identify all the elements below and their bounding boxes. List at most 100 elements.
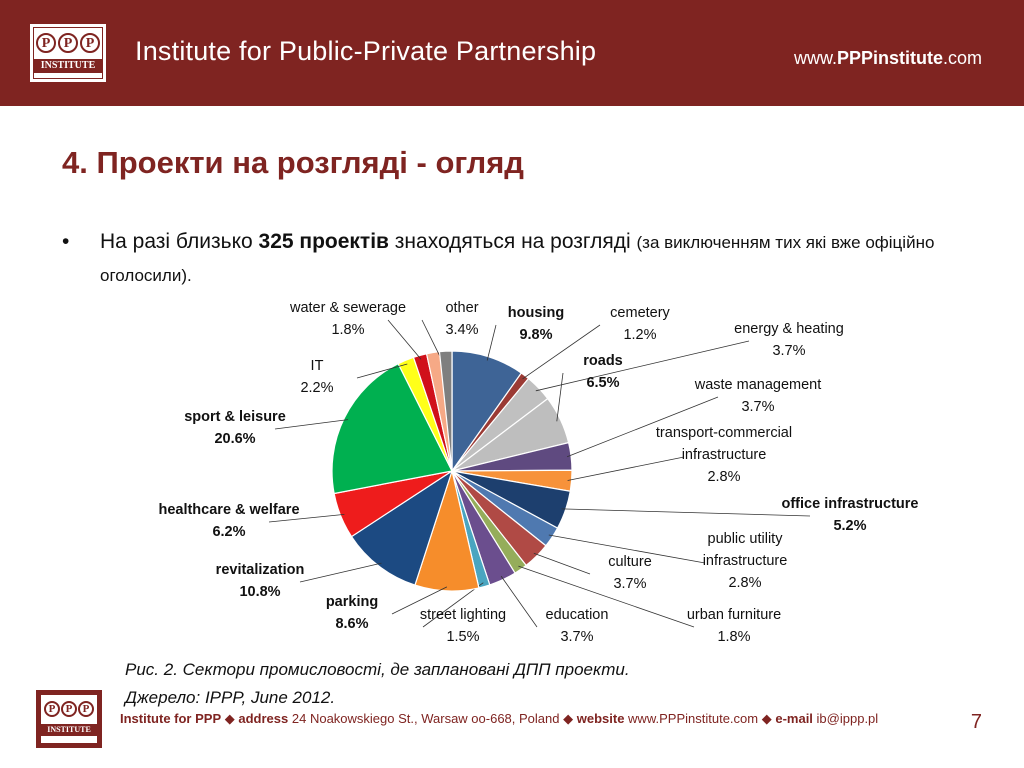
slice-label-cemetery: cemetery xyxy=(610,305,670,321)
leader-line-housing xyxy=(486,324,497,361)
footer-contact: Institute for PPP ◆ address 24 Noakowski… xyxy=(120,711,878,727)
leader-line-transport-commercial-infrastructure xyxy=(567,456,685,481)
logo-word: INSTITUTE xyxy=(34,59,102,73)
footer-address: 24 Noakowskiego St., Warsaw oo-668, Pola… xyxy=(291,711,560,726)
slice-value-sport-leisure: 20.6% xyxy=(214,431,255,447)
bullet-bold: 325 проектів xyxy=(258,230,389,253)
slice-value-other: 3.4% xyxy=(445,322,478,338)
slice-value-energy-heating: 3.7% xyxy=(772,343,805,359)
leader-line-parking xyxy=(391,586,448,615)
leader-line-education xyxy=(500,575,538,628)
footer-email-label: e-mail xyxy=(775,711,813,726)
bullet-part2: знаходяться на розгляді xyxy=(388,230,637,253)
pie-slice-revitalization xyxy=(350,469,454,586)
leader-line-other xyxy=(421,319,440,356)
leader-line-healthcare-welfare xyxy=(268,514,345,523)
bullet-part1: На разі близько xyxy=(100,230,259,253)
header-bar: P P P INSTITUTE Institute for Public-Pri… xyxy=(0,0,1024,106)
slice-value-transport-commercial-infrastructure: 2.8% xyxy=(707,469,740,485)
leader-line-roads xyxy=(556,372,564,422)
leader-line-cemetery xyxy=(522,324,601,380)
slice-label-energy-heating: energy & heating xyxy=(734,321,844,337)
slice-value-street-lighting: 1.5% xyxy=(446,629,479,645)
pie-slice-grey xyxy=(438,350,453,472)
slice-label-other: other xyxy=(445,300,478,316)
slice-label-parking: parking xyxy=(326,594,378,610)
slice-value-public-utility-infrastructure: 2.8% xyxy=(728,575,761,591)
leader-line-public-utility-infrastructure xyxy=(548,534,706,564)
slice-value-water-sewerage: 1.8% xyxy=(331,322,364,338)
slice-label-transport-commercial-infrastructure: infrastructure xyxy=(682,447,767,463)
leader-line-office-infrastructure xyxy=(561,508,811,517)
slice-value-education: 3.7% xyxy=(560,629,593,645)
footer-website-label: website xyxy=(576,711,625,726)
slice-label-roads: roads xyxy=(583,353,623,369)
caption-line-2: Джерело: IPPP, June 2012. xyxy=(125,688,336,707)
ppp-logo: P P P INSTITUTE xyxy=(30,24,106,82)
slice-value-urban-furniture: 1.8% xyxy=(717,629,750,645)
footer-separator: ◆ xyxy=(224,711,235,726)
slice-label-housing: housing xyxy=(508,305,564,321)
slice-value-office-infrastructure: 5.2% xyxy=(833,518,866,534)
logo-word: INSTITUTE xyxy=(41,724,97,736)
slice-value-it: 2.2% xyxy=(300,380,333,396)
slice-label-waste-management: waste management xyxy=(694,377,822,393)
logo-letter-p: P xyxy=(61,701,77,717)
slice-label-transport-commercial-infrastructure: transport-commercial xyxy=(656,425,792,441)
slice-label-urban-furniture: urban furniture xyxy=(687,607,781,623)
slice-label-street-lighting: street lighting xyxy=(420,607,506,623)
slice-label-water-sewerage: water & sewerage xyxy=(289,300,406,316)
leader-line-sport-leisure xyxy=(274,419,349,430)
slice-label-culture: culture xyxy=(608,554,652,570)
slide-title: 4. Проекти на розгляді - огляд xyxy=(62,145,524,180)
logo-letter-p: P xyxy=(44,701,60,717)
logo-letter-p: P xyxy=(36,33,56,53)
leader-line-it xyxy=(356,363,408,379)
site-suffix: .com xyxy=(942,48,982,68)
figure-caption: Рис. 2. Сектори промисловості, де заплан… xyxy=(125,656,630,712)
leader-line-culture xyxy=(533,552,591,575)
bullet-dot: • xyxy=(62,230,70,253)
slice-value-waste-management: 3.7% xyxy=(741,399,774,415)
footer-logo: P P P INSTITUTE xyxy=(36,690,102,748)
leader-line-urban-furniture xyxy=(518,565,695,628)
leader-line-revitalization xyxy=(299,562,382,583)
slice-value-parking: 8.6% xyxy=(335,616,368,632)
footer-address-label: address xyxy=(238,711,289,726)
caption-line-1: Рис. 2. Сектори промисловості, де заплан… xyxy=(125,660,630,679)
pie-slice-sport-leisure xyxy=(331,362,453,495)
slice-label-office-infrastructure: office infrastructure xyxy=(782,496,919,512)
footer-separator: ◆ xyxy=(563,711,574,726)
header-website[interactable]: www.PPPinstitute.com xyxy=(794,48,982,69)
slice-label-it: IT xyxy=(311,358,324,374)
footer-separator: ◆ xyxy=(761,711,772,726)
site-prefix: www. xyxy=(793,48,837,68)
slice-label-revitalization: revitalization xyxy=(216,562,305,578)
slice-label-public-utility-infrastructure: public utility xyxy=(708,531,784,547)
slice-value-roads: 6.5% xyxy=(586,375,619,391)
slice-value-housing: 9.8% xyxy=(519,327,552,343)
leader-line-water-sewerage xyxy=(387,319,422,360)
page-number: 7 xyxy=(970,711,982,733)
leader-line-waste-management xyxy=(566,396,719,458)
slice-value-cemetery: 1.2% xyxy=(623,327,656,343)
footer-org: Institute for PPP xyxy=(120,711,222,726)
slice-label-sport-leisure: sport & leisure xyxy=(184,409,286,425)
logo-letter-p: P xyxy=(80,33,100,53)
footer-website[interactable]: www.PPPinstitute.com xyxy=(628,711,759,726)
logo-letter-p: P xyxy=(58,33,78,53)
leader-line-energy-heating xyxy=(535,340,750,392)
slice-label-education: education xyxy=(546,607,609,623)
leader-line-street-lighting xyxy=(422,582,484,628)
logo-letter-p: P xyxy=(78,701,94,717)
slice-label-healthcare-welfare: healthcare & welfare xyxy=(158,502,299,518)
header-title: Institute for Public-Private Partnership xyxy=(135,36,597,66)
bullet-note: (за виключенням тих які вже офіційно ого… xyxy=(100,233,935,285)
slice-label-public-utility-infrastructure: infrastructure xyxy=(703,553,788,569)
site-bold: PPPinstitute xyxy=(836,48,943,68)
slice-value-revitalization: 10.8% xyxy=(239,584,280,600)
footer-email[interactable]: ib@ippp.pl xyxy=(816,711,879,726)
slice-value-culture: 3.7% xyxy=(613,576,646,592)
slice-value-healthcare-welfare: 6.2% xyxy=(212,524,245,540)
